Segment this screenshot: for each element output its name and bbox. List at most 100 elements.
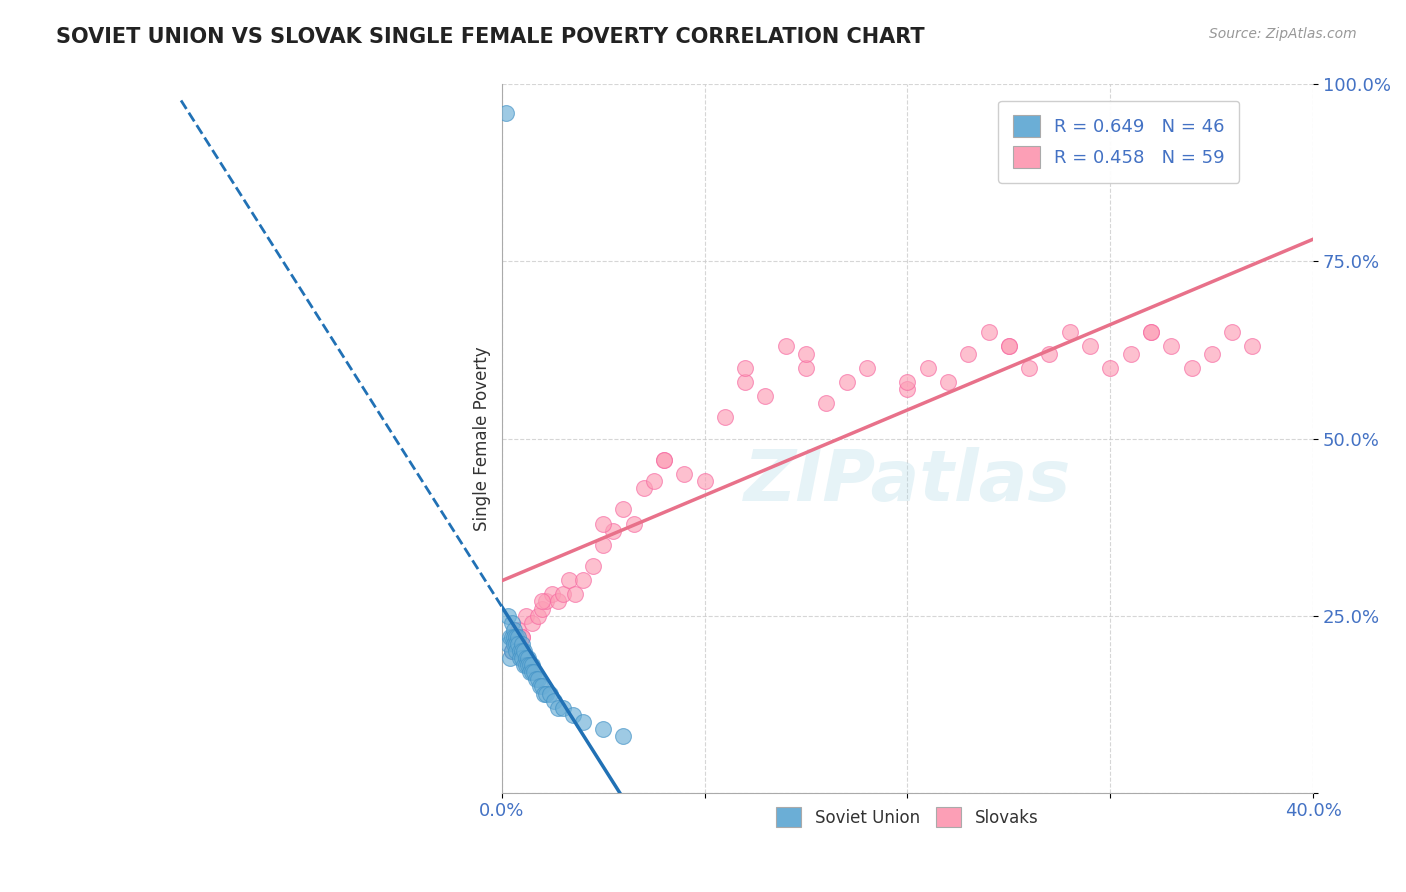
Point — [531, 594, 554, 608]
Point — [572, 714, 595, 729]
Legend: Soviet Union, Slovaks: Soviet Union, Slovaks — [769, 800, 1045, 834]
Point — [917, 360, 939, 375]
Text: SOVIET UNION VS SLOVAK SINGLE FEMALE POVERTY CORRELATION CHART: SOVIET UNION VS SLOVAK SINGLE FEMALE POV… — [56, 27, 925, 46]
Point — [495, 105, 517, 120]
Point — [502, 630, 524, 644]
Point — [592, 722, 614, 736]
Point — [505, 644, 527, 658]
Point — [856, 360, 879, 375]
Point — [517, 658, 540, 673]
Point — [501, 644, 523, 658]
Point — [592, 538, 614, 552]
Point — [957, 346, 980, 360]
Point — [499, 651, 522, 665]
Point — [612, 729, 634, 743]
Point — [1099, 360, 1122, 375]
Point — [519, 658, 541, 673]
Point — [998, 339, 1021, 353]
Point — [515, 608, 537, 623]
Point — [510, 644, 533, 658]
Point — [693, 474, 716, 488]
Point — [527, 608, 550, 623]
Point — [775, 339, 797, 353]
Point — [572, 573, 595, 587]
Point — [1018, 360, 1040, 375]
Point — [673, 467, 696, 481]
Point — [557, 573, 579, 587]
Point — [1140, 326, 1163, 340]
Point — [502, 637, 524, 651]
Point — [527, 673, 550, 687]
Point — [1241, 339, 1264, 353]
Point — [794, 360, 817, 375]
Point — [505, 630, 527, 644]
Point — [1038, 346, 1060, 360]
Point — [612, 502, 634, 516]
Point — [501, 630, 523, 644]
Point — [896, 375, 918, 389]
Point — [734, 360, 756, 375]
Point — [547, 700, 569, 714]
Point — [936, 375, 959, 389]
Point — [541, 587, 564, 601]
Point — [517, 651, 540, 665]
Point — [536, 686, 558, 700]
Point — [643, 474, 665, 488]
Point — [582, 559, 605, 574]
Y-axis label: Single Female Poverty: Single Female Poverty — [472, 346, 491, 531]
Point — [561, 707, 583, 722]
Point — [515, 651, 537, 665]
Point — [623, 516, 645, 531]
Point — [1180, 360, 1202, 375]
Point — [510, 651, 533, 665]
Point — [533, 686, 555, 700]
Point — [835, 375, 858, 389]
Point — [1160, 339, 1182, 353]
Point — [652, 452, 675, 467]
Point — [592, 516, 614, 531]
Point — [1220, 326, 1243, 340]
Point — [538, 686, 561, 700]
Point — [1059, 326, 1081, 340]
Point — [714, 410, 737, 425]
Point — [547, 594, 569, 608]
Text: ZIPatlas: ZIPatlas — [744, 447, 1071, 516]
Point — [998, 339, 1021, 353]
Point — [520, 665, 543, 680]
Point — [519, 665, 541, 680]
Point — [501, 615, 523, 630]
Point — [501, 644, 523, 658]
Point — [551, 587, 574, 601]
Point — [543, 693, 565, 707]
Point — [734, 375, 756, 389]
Point — [506, 630, 529, 644]
Point — [510, 630, 533, 644]
Point — [652, 452, 675, 467]
Point — [529, 680, 551, 694]
Point — [506, 623, 529, 637]
Point — [1140, 326, 1163, 340]
Point — [520, 658, 543, 673]
Point — [1078, 339, 1101, 353]
Point — [520, 615, 543, 630]
Point — [1119, 346, 1142, 360]
Point — [896, 382, 918, 396]
Point — [754, 389, 776, 403]
Point — [506, 637, 529, 651]
Point — [509, 651, 531, 665]
Point — [977, 326, 1000, 340]
Point — [524, 673, 547, 687]
Point — [499, 630, 522, 644]
Point — [602, 524, 624, 538]
Point — [496, 608, 519, 623]
Text: Source: ZipAtlas.com: Source: ZipAtlas.com — [1209, 27, 1357, 41]
Point — [815, 396, 838, 410]
Point — [564, 587, 586, 601]
Point — [515, 658, 537, 673]
Point — [531, 601, 554, 615]
Point — [551, 700, 574, 714]
Point — [536, 594, 558, 608]
Point — [510, 630, 533, 644]
Point — [505, 637, 527, 651]
Point — [633, 481, 655, 495]
